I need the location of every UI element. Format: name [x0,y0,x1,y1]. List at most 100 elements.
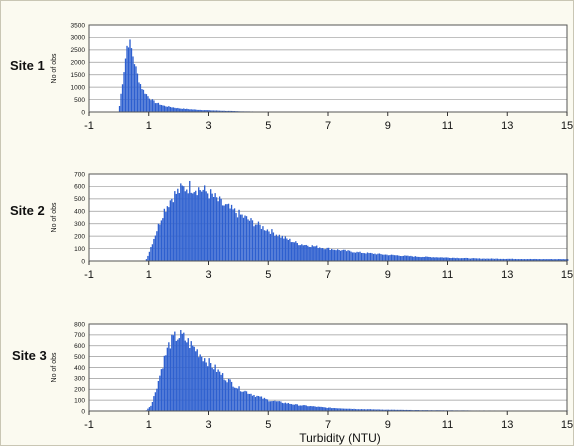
histogram-bar [412,256,413,261]
xtick-label: 1 [146,269,152,281]
xtick-label: 7 [325,120,331,132]
ytick-label: 100 [74,397,85,404]
histogram-bar [446,257,447,261]
histogram-bar [392,255,393,261]
histogram-bar [213,369,214,411]
histogram-bar [262,226,263,261]
histogram-bar [310,247,311,261]
histogram-bar [285,403,286,411]
histogram-bar [210,189,211,261]
histogram-bar [186,190,187,261]
histogram-bar [382,255,383,261]
histogram-bar [422,257,423,261]
histogram-bar [209,198,210,261]
histogram-bar [219,196,220,261]
histogram-bar [261,229,262,261]
histogram-bar [197,195,198,261]
histogram-bar [321,407,322,411]
histogram-bar [119,106,120,112]
histogram-bar [295,404,296,411]
ytick-label: 400 [74,209,85,216]
histogram-bar [203,361,204,411]
histogram-bar [436,257,437,261]
histogram-bar [200,190,201,261]
histogram-bar [261,396,262,411]
histogram-bar [309,406,310,411]
histogram-bar [395,255,396,261]
histogram-bar [283,239,284,261]
histogram-bar [327,248,328,261]
histogram-bar [313,406,314,411]
histogram-bar [313,246,314,261]
histogram-bar [322,248,323,261]
histogram-bar [158,224,159,261]
histogram-bar [167,107,168,112]
histogram-bar [324,249,325,261]
histogram-bar [176,194,177,261]
histogram-bar [298,406,299,411]
histogram-bar [267,399,268,411]
histogram-bar [300,245,301,261]
histogram-bar [206,362,207,411]
histogram-bar [428,257,429,261]
histogram-bar [362,253,363,261]
histogram-bar [211,368,212,411]
histogram-bar [122,84,123,112]
histogram-bar [155,236,156,261]
histogram-bar [270,401,271,411]
ytick-label: 500 [74,97,85,104]
histogram-bar [401,256,402,261]
histogram-bar [335,250,336,261]
histogram-bar [310,406,311,411]
histogram-bar [164,356,165,411]
histogram-bar [188,193,189,261]
histogram-bar [150,100,151,112]
histogram-bar [409,256,410,261]
histogram-bar [258,396,259,411]
histogram-bar [150,247,151,261]
histogram-bar [211,194,212,261]
histogram-bar [183,108,184,112]
histogram-bar [194,192,195,261]
histogram-bar [419,257,420,261]
histogram-bar [258,222,259,261]
histogram-bar [288,240,289,261]
histogram-bar [140,84,141,112]
histogram-bar [407,256,408,261]
histogram-bar [234,388,235,411]
histogram-bar [201,192,202,261]
histogram-bar [367,252,368,261]
x-axis-label: Turbidity (NTU) [299,431,381,445]
histogram-bar [232,209,233,261]
histogram-bar [128,47,129,112]
histogram-bar [201,357,202,411]
site-label: Site 2 [10,203,45,218]
histogram-bar [385,255,386,261]
histogram-bar [167,206,168,261]
histogram-bar [440,257,441,261]
histogram-bar [398,256,399,261]
histogram-bar [176,108,177,112]
xtick-label: 3 [205,120,211,132]
xtick-label: 13 [501,269,513,281]
histogram-bar [125,59,126,112]
histogram-bar [312,245,313,261]
histogram-bar [291,242,292,261]
histogram-bar [238,210,239,261]
histogram-bar [332,250,333,261]
histogram-bar [425,257,426,261]
histogram-bar [430,257,431,261]
xtick-label: -1 [84,120,94,132]
histogram-bar [294,242,295,261]
ytick-label: 600 [74,184,85,191]
histogram-bar [173,107,174,112]
histogram-bar [319,247,320,261]
histogram-bar [189,348,190,411]
histogram-bar [271,401,272,411]
histogram-bar [421,257,422,261]
histogram-bar [168,106,169,112]
histogram-bar [195,351,196,411]
histogram-bar [149,407,150,411]
histogram-bar [159,376,160,411]
